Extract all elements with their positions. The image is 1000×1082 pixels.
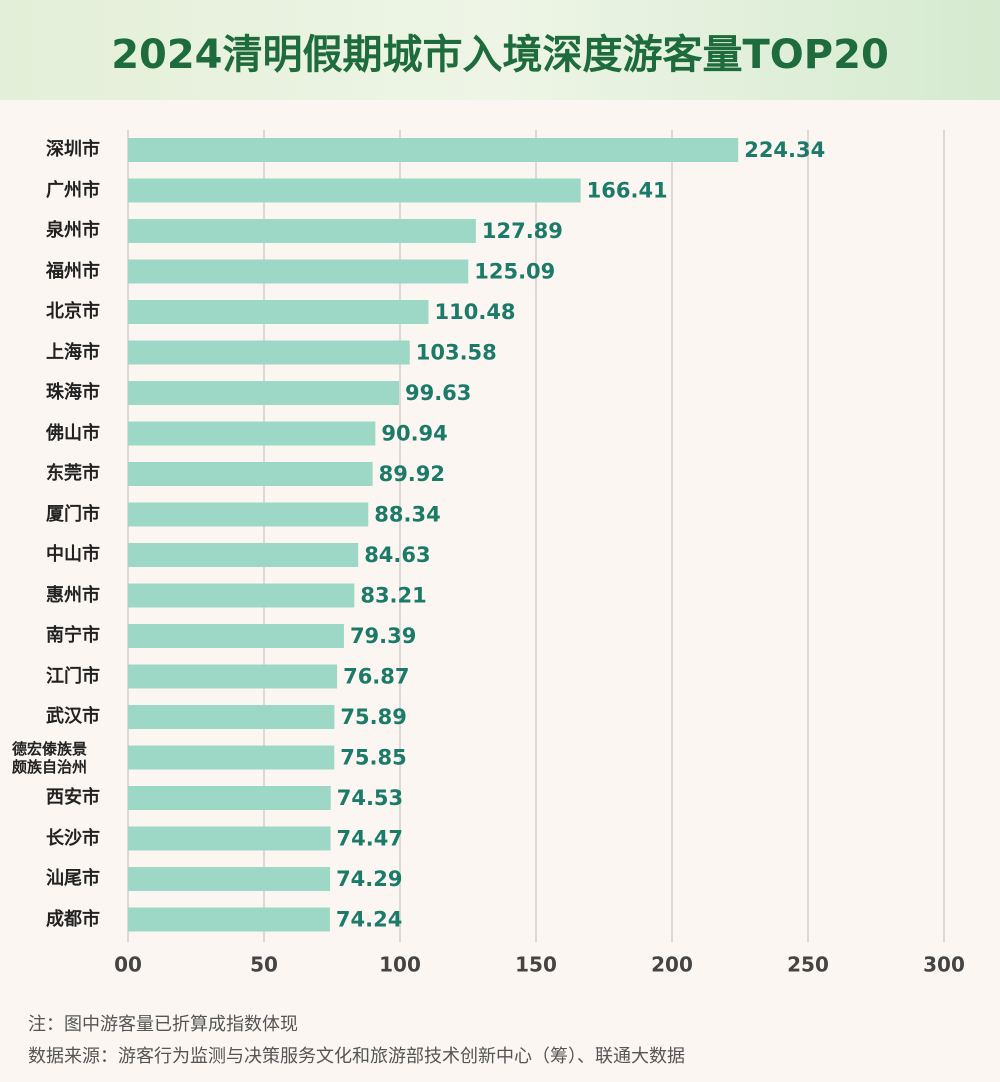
x-tick-label: 250 (787, 953, 829, 977)
bar (128, 745, 335, 770)
bar (128, 340, 410, 365)
x-tick-label: 00 (114, 953, 142, 977)
bar (128, 421, 376, 446)
bar (128, 543, 359, 567)
y-tick-label: 东莞市 (46, 463, 100, 484)
y-tick-label: 厦门市 (46, 503, 100, 525)
value-label: 127.89 (482, 219, 563, 243)
bar (128, 786, 331, 810)
bar (128, 624, 344, 648)
y-tick-label: 武汉市 (46, 706, 100, 727)
y-tick-label: 江门市 (46, 665, 100, 687)
bar (128, 826, 331, 851)
chart-title: 2024清明假期城市入境深度游客量TOP20 (111, 32, 889, 78)
y-tick-label: 长沙市 (46, 827, 100, 849)
y-tick-label: 成都市 (46, 908, 100, 930)
value-label: 224.34 (744, 138, 825, 162)
bar (128, 502, 369, 527)
bar (128, 178, 581, 203)
y-tick-label: 佛山市 (46, 422, 100, 444)
y-tick-label: 中山市 (46, 544, 100, 565)
value-label: 76.87 (343, 665, 409, 689)
header-band (0, 0, 1000, 100)
x-tick-label: 100 (379, 953, 421, 977)
x-tick-label: 200 (651, 953, 693, 977)
value-label: 99.63 (405, 381, 471, 405)
bar (128, 907, 330, 932)
y-tick-label: 南宁市 (46, 625, 100, 646)
chart: 00 50 100 150 200 250 300 224.34 166.41 127.89 125… (114, 130, 965, 977)
value-label: 88.34 (374, 503, 440, 527)
y-tick-label: 上海市 (46, 341, 100, 363)
footnote: 注：图中游客量已折算成指数体现 (28, 1014, 298, 1035)
y-tick-label: 德宏傣族景颇族自治州 (12, 739, 88, 776)
value-label: 89.92 (379, 462, 445, 486)
value-label: 79.39 (350, 624, 416, 648)
x-tick-label: 150 (515, 953, 557, 977)
value-label: 103.58 (416, 341, 497, 365)
value-label: 74.53 (337, 786, 403, 810)
y-tick-label: 西安市 (46, 787, 100, 808)
x-tick-label: 300 (923, 953, 965, 977)
value-label: 125.09 (474, 260, 555, 284)
y-tick-label: 珠海市 (46, 382, 100, 403)
value-label: 83.21 (360, 584, 426, 608)
bar (128, 138, 739, 162)
y-tick-label: 汕尾市 (46, 868, 100, 889)
bar (128, 259, 469, 284)
value-label: 110.48 (435, 300, 516, 324)
bar (128, 462, 373, 486)
value-label: 90.94 (381, 422, 447, 446)
bar (128, 219, 476, 243)
value-label: 74.47 (337, 827, 403, 851)
value-label: 84.63 (364, 543, 430, 567)
value-label: 75.89 (340, 705, 406, 729)
value-label: 75.85 (340, 746, 406, 770)
y-tick-label: 惠州市 (46, 584, 100, 606)
y-tick-label: 泉州市 (46, 220, 100, 241)
bar (128, 583, 355, 608)
value-label: 74.24 (336, 908, 402, 932)
bar (128, 300, 429, 324)
x-tick-label: 50 (250, 953, 278, 977)
bar (128, 705, 335, 729)
y-tick-label: 北京市 (46, 301, 100, 322)
value-label: 74.29 (336, 867, 402, 891)
bar (128, 664, 338, 689)
y-tick-label: 深圳市 (46, 139, 100, 160)
bar (128, 381, 399, 405)
footnote: 数据来源：游客行为监测与决策服务文化和旅游部技术创新中心（筹）、联通大数据 (28, 1046, 685, 1067)
bar (128, 867, 331, 891)
y-tick-label: 广州市 (46, 179, 100, 201)
value-label: 166.41 (587, 179, 668, 203)
y-tick-label: 福州市 (46, 260, 100, 282)
